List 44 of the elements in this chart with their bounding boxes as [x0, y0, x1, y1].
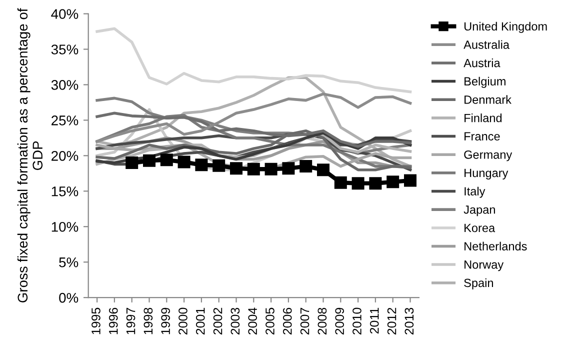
- legend-label: Hungary: [464, 168, 508, 180]
- legend-label: Finland: [464, 114, 502, 122]
- x-tick-label: 2000: [178, 308, 188, 334]
- x-tick-label: 2013: [404, 308, 414, 334]
- y-tick-label: 0%: [59, 292, 78, 303]
- x-tick-label: 2007: [300, 308, 310, 334]
- legend-label: Belgium: [464, 76, 506, 88]
- y-tick-label: 5%: [59, 257, 78, 268]
- legend-label: Spain: [464, 278, 494, 290]
- legend-label: Austria: [464, 58, 500, 68]
- y-tick-label: 10%: [52, 222, 78, 232]
- legend-label: Denmark: [464, 95, 512, 104]
- x-tick-label: 2012: [387, 308, 396, 334]
- legend-label: Norway: [464, 260, 504, 272]
- y-tick-label: 35%: [51, 44, 78, 54]
- legend-label: United Kingdom: [464, 22, 547, 33]
- y-tick-label: 40%: [51, 9, 78, 19]
- x-tick-label: 1998: [144, 308, 153, 334]
- legend-label: Netherlands: [464, 242, 527, 250]
- x-tick-label: 1999: [161, 308, 170, 334]
- x-tick-label: 2009: [335, 308, 344, 334]
- x-tick-label: 2010: [352, 308, 362, 334]
- legend-label: Italy: [464, 186, 486, 198]
- y-axis-title: Gross fixed capital formation as a percentage of GDP: [17, 8, 43, 302]
- legend-label: Australia: [464, 40, 510, 49]
- x-tick-label: 1996: [108, 308, 118, 334]
- x-tick-label: 2001: [196, 308, 205, 334]
- y-tick-label: 15%: [52, 186, 78, 196]
- x-tick-label: 2008: [318, 308, 327, 334]
- legend-label: Korea: [464, 224, 496, 232]
- x-tick-label: 2003: [230, 308, 240, 334]
- x-tick-label: 2004: [248, 308, 258, 334]
- legend-label: Japan: [464, 206, 495, 216]
- x-tick-label: 1995: [92, 308, 100, 334]
- x-tick-label: 2005: [266, 308, 274, 334]
- y-tick-label: 20%: [52, 150, 78, 161]
- x-tick-label: 2002: [213, 308, 222, 334]
- legend-label: Germany: [464, 150, 512, 162]
- x-tick-label: 2011: [370, 308, 379, 334]
- legend-label: France: [464, 132, 500, 141]
- x-tick-label: 2006: [282, 308, 292, 334]
- y-tick-label: 25%: [52, 116, 78, 126]
- y-tick-label: 30%: [51, 80, 78, 90]
- x-tick-label: 1997: [126, 308, 136, 334]
